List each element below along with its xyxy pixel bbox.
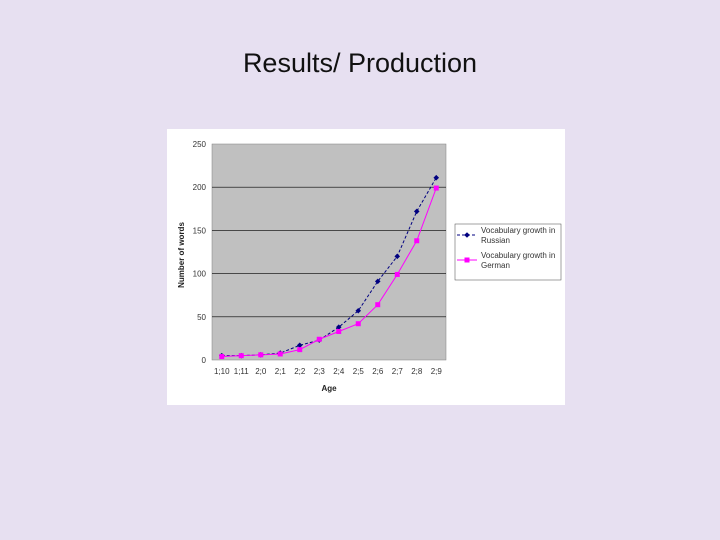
y-tick-label: 200 (193, 183, 207, 192)
legend-box (454, 223, 562, 281)
x-tick-label: 2;5 (353, 367, 365, 376)
series-group (218, 174, 440, 360)
x-tick-label: 2;6 (372, 367, 384, 376)
data-point (297, 347, 303, 353)
data-point (433, 174, 440, 181)
x-tick-label: 2;7 (392, 367, 404, 376)
y-tick-labels: 0 50 100 150 200 250 (193, 140, 207, 365)
data-point (336, 328, 342, 334)
data-point (355, 321, 361, 327)
y-tick-label: 250 (193, 140, 207, 149)
data-point (433, 185, 439, 191)
x-tick-label: 2;1 (275, 367, 287, 376)
vocabulary-chart: 0 50 100 150 200 250 1;10 1;11 2;0 2;1 2;2 2;3 2;4 2… (177, 140, 562, 393)
data-point (375, 302, 381, 308)
slide-title: Results/ Production (242, 48, 478, 78)
legend-marker (464, 257, 470, 263)
y-axis-title: Number of words (177, 222, 186, 288)
data-point (258, 352, 264, 358)
data-point (296, 342, 303, 349)
gridlines (212, 186, 446, 318)
data-point (394, 271, 400, 277)
x-tick-label: 2;9 (431, 367, 443, 376)
x-tick-label: 1;11 (234, 367, 250, 376)
legend-label: Vocabulary growth in Russian (481, 226, 555, 245)
data-point (219, 354, 225, 360)
x-tick-label: 2;0 (255, 367, 267, 376)
data-point (316, 336, 322, 342)
legend: Vocabulary growth in Russian Vocabulary gr… (457, 226, 555, 270)
y-tick-label: 100 (193, 270, 207, 279)
legend-marker (464, 232, 470, 238)
chart-container: 0 50 100 150 200 250 1;10 1;11 2;0 2;1 2;2 2;3 2;4 2… (167, 129, 565, 405)
x-tick-label: 2;4 (333, 367, 345, 376)
legend-label: Vocabulary growth in German (481, 251, 555, 270)
y-tick-label: 150 (193, 226, 207, 235)
x-tick-label: 1;10 (214, 367, 230, 376)
plot-area (211, 143, 447, 361)
y-tick-label: 50 (197, 313, 206, 322)
data-point (355, 307, 362, 314)
data-point (414, 238, 420, 244)
x-tick-labels: 1;10 1;11 2;0 2;1 2;2 2;3 2;4 2;5 2;6 2;7 2;8 2;9 (214, 367, 442, 376)
x-tick-label: 2;3 (314, 367, 326, 376)
data-point (238, 353, 244, 359)
x-tick-label: 2;2 (294, 367, 306, 376)
x-axis-title: Age (321, 384, 337, 393)
x-tick-label: 2;8 (411, 367, 423, 376)
series-line (221, 187, 437, 358)
data-point (277, 351, 283, 357)
data-point (335, 324, 342, 330)
data-point (374, 278, 381, 285)
data-point (413, 208, 420, 215)
y-tick-label: 0 (202, 356, 207, 365)
